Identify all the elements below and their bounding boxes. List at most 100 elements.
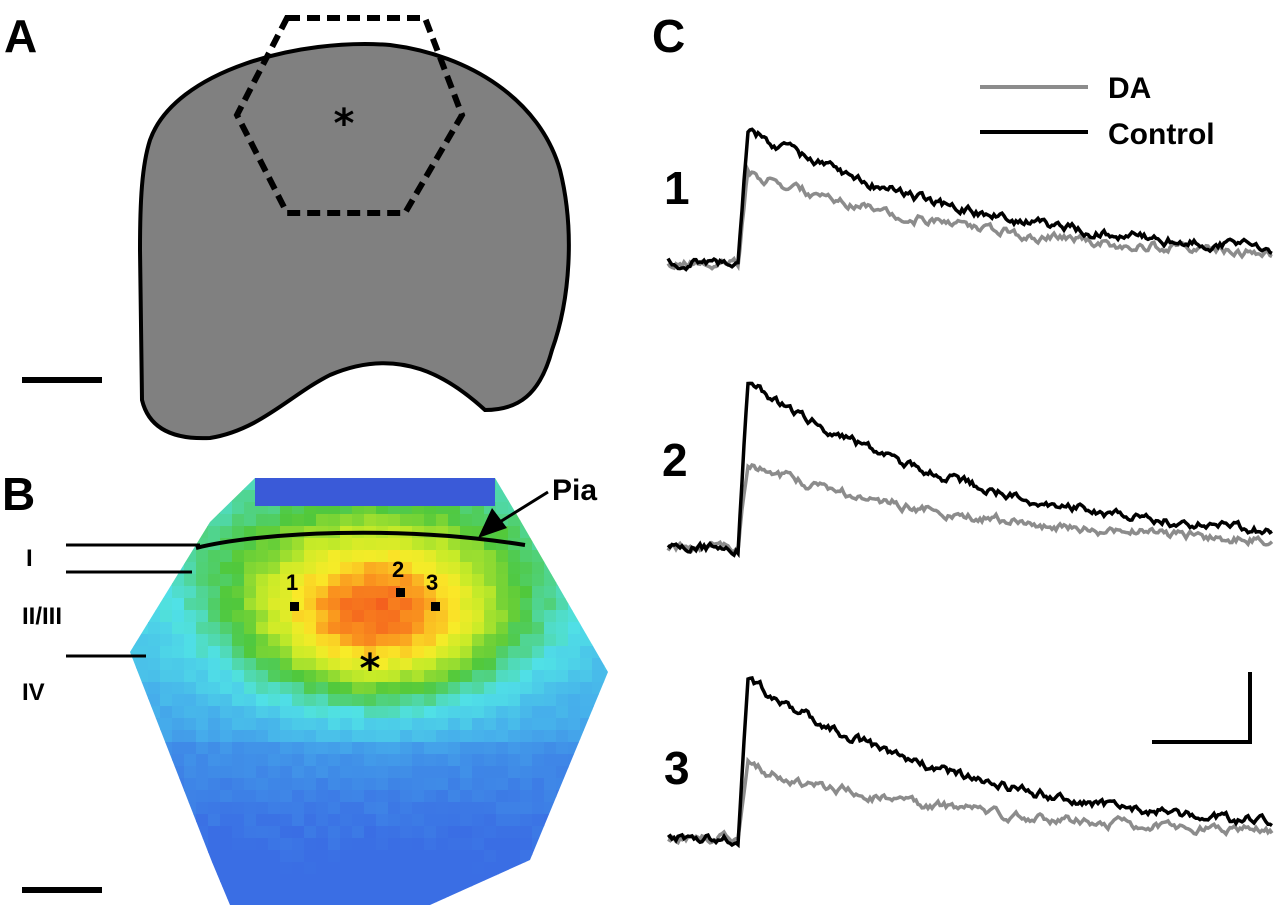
heatmap-cell xyxy=(172,526,185,539)
heatmap-cell xyxy=(424,694,437,707)
heatmap-cell xyxy=(316,514,329,527)
heatmap-cell xyxy=(130,586,137,599)
heatmap-cell xyxy=(532,610,545,623)
heatmap-cell xyxy=(172,682,185,695)
heatmap-cell xyxy=(148,778,161,791)
heatmap-cell xyxy=(604,562,608,575)
heatmap-cell xyxy=(376,610,389,623)
heatmap-cell xyxy=(496,802,509,815)
heatmap-cell xyxy=(184,754,197,767)
heatmap-cell xyxy=(268,586,281,599)
heatmap-cell xyxy=(184,838,197,851)
heatmap-cell xyxy=(244,598,257,611)
heatmap-cell xyxy=(130,898,137,905)
heatmap-cell xyxy=(532,886,545,899)
heatmap-cell xyxy=(424,838,437,851)
heatmap-cell xyxy=(364,802,377,815)
heatmap-cell xyxy=(340,598,353,611)
heatmap-cell xyxy=(388,574,401,587)
heatmap-cell xyxy=(484,718,497,731)
heatmap-cell xyxy=(376,898,389,905)
heatmap-cell xyxy=(532,598,545,611)
heatmap-cell xyxy=(172,874,185,887)
heatmap-cell xyxy=(244,538,257,551)
heatmap-cell xyxy=(472,574,485,587)
heatmap-cell xyxy=(520,778,533,791)
heatmap-cell xyxy=(136,658,149,671)
heatmap-cell xyxy=(130,730,137,743)
heatmap-cell xyxy=(496,622,509,635)
heatmap-cell xyxy=(304,874,317,887)
heatmap-cell xyxy=(268,598,281,611)
heatmap-cell xyxy=(556,874,569,887)
heatmap-cell xyxy=(424,862,437,875)
heatmap-cell xyxy=(460,550,473,563)
heatmap-cell xyxy=(316,826,329,839)
heatmap-cell xyxy=(196,766,209,779)
heatmap-cell xyxy=(436,682,449,695)
heatmap-cell xyxy=(604,646,608,659)
heatmap-cell xyxy=(280,850,293,863)
heatmap-cell xyxy=(376,550,389,563)
heatmap-cell xyxy=(388,838,401,851)
heatmap-cell xyxy=(136,874,149,887)
heatmap-cell xyxy=(340,682,353,695)
heatmap-cell xyxy=(304,622,317,635)
heatmap-cell xyxy=(340,802,353,815)
heatmap-cell xyxy=(316,562,329,575)
heatmap-cell xyxy=(556,898,569,905)
heatmap-cell xyxy=(292,706,305,719)
heatmap-cell xyxy=(556,802,569,815)
heatmap-cell xyxy=(424,766,437,779)
heatmap-cell xyxy=(520,694,533,707)
heatmap-cell xyxy=(256,646,269,659)
heatmap-cell xyxy=(364,514,377,527)
heatmap-cell xyxy=(460,742,473,755)
heatmap-cell xyxy=(304,706,317,719)
heatmap-cell xyxy=(328,730,341,743)
heatmap-cell xyxy=(520,658,533,671)
heatmap-cell xyxy=(352,622,365,635)
heatmap-cell xyxy=(532,550,545,563)
heatmap-cell xyxy=(352,874,365,887)
heatmap-cell xyxy=(196,706,209,719)
heatmap-cell xyxy=(580,682,593,695)
heatmap-cell xyxy=(580,514,593,527)
heatmap-cell xyxy=(244,526,257,539)
heatmap-cell xyxy=(556,550,569,563)
heatmap-cell xyxy=(196,622,209,635)
heatmap-cell xyxy=(448,550,461,563)
heatmap-cell xyxy=(580,718,593,731)
heatmap-cell xyxy=(130,850,137,863)
heatmap-cell xyxy=(304,742,317,755)
heatmap-cell xyxy=(532,586,545,599)
heatmap-cell xyxy=(352,730,365,743)
heatmap-cell xyxy=(364,550,377,563)
heatmap-cell xyxy=(400,538,413,551)
heatmap-cell xyxy=(244,838,257,851)
heatmap-cell xyxy=(328,670,341,683)
panel-b-letter: B xyxy=(2,468,35,520)
heatmap-cell xyxy=(220,790,233,803)
heatmap-cell xyxy=(556,718,569,731)
heatmap-cell xyxy=(232,706,245,719)
heatmap-cell xyxy=(604,874,608,887)
heatmap-cell xyxy=(604,862,608,875)
heatmap-cell xyxy=(148,478,161,491)
heatmap-cell xyxy=(580,766,593,779)
heatmap-cell xyxy=(208,898,221,905)
heatmap-cell xyxy=(412,610,425,623)
heatmap-cell xyxy=(256,694,269,707)
heatmap-cell xyxy=(304,598,317,611)
heatmap-cell xyxy=(268,658,281,671)
heatmap-cell xyxy=(292,874,305,887)
heatmap-cell xyxy=(604,682,608,695)
heatmap-cell xyxy=(592,754,605,767)
heatmap-cell xyxy=(340,718,353,731)
heatmap-cell xyxy=(196,634,209,647)
heatmap-cell xyxy=(304,538,317,551)
heatmap-cell xyxy=(436,694,449,707)
heatmap-cell xyxy=(244,718,257,731)
heatmap-cell xyxy=(424,790,437,803)
heatmap-cell xyxy=(244,766,257,779)
